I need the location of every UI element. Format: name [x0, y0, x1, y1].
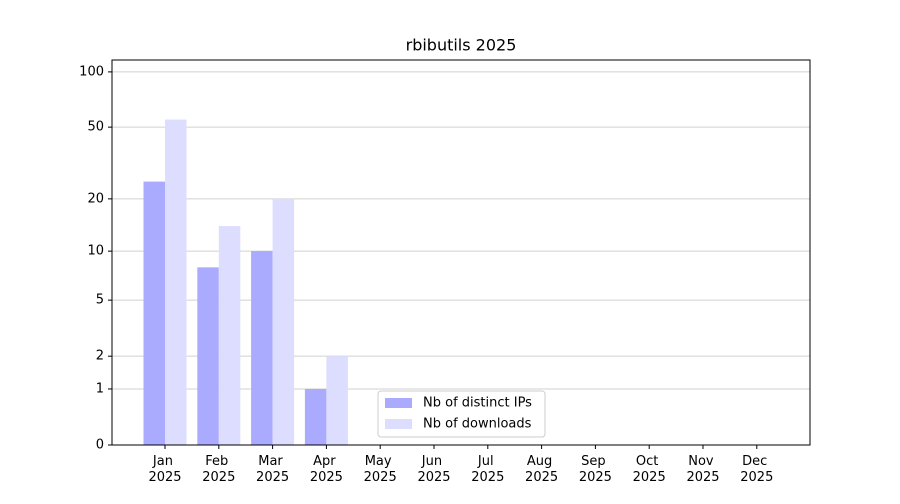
x-tick-label: Oct 2025	[633, 454, 666, 485]
x-tick-label: Jun 2025	[417, 454, 450, 485]
bar	[304, 388, 327, 445]
x-tick-label: Mar 2025	[256, 454, 289, 485]
x-tick-label: Dec 2025	[740, 454, 773, 485]
y-tick-label: 0	[96, 438, 104, 453]
bar	[143, 181, 165, 445]
y-tick-label: 50	[87, 120, 104, 135]
legend-swatch	[385, 398, 412, 408]
bar	[165, 119, 187, 445]
x-tick-label: Feb 2025	[202, 454, 235, 485]
y-tick-label: 10	[87, 244, 104, 259]
bar	[197, 267, 219, 445]
bar	[251, 251, 273, 445]
x-tick-label: Apr 2025	[310, 454, 343, 485]
x-tick-label: Nov 2025	[686, 454, 719, 485]
y-tick-label: 5	[96, 293, 104, 308]
x-tick-label: Jul 2025	[471, 454, 504, 485]
bar	[326, 356, 348, 445]
chart-title: rbibutils 2025	[406, 36, 517, 55]
legend-label: Nb of distinct IPs	[423, 396, 532, 411]
bar	[272, 198, 295, 445]
plot-frame	[111, 59, 811, 446]
bar	[218, 226, 241, 445]
x-tick-label: Jan 2025	[148, 454, 181, 485]
x-tick-label: Aug 2025	[525, 454, 558, 485]
legend-swatch	[385, 419, 412, 429]
x-tick-label: May 2025	[364, 454, 397, 485]
y-tick-label: 100	[79, 64, 104, 79]
y-tick-label: 1	[96, 381, 104, 396]
y-tick-label: 20	[87, 191, 104, 206]
legend-label: Nb of downloads	[423, 417, 532, 432]
y-tick-label: 2	[96, 349, 104, 364]
x-tick-label: Sep 2025	[579, 454, 612, 485]
legend-box	[377, 390, 546, 438]
